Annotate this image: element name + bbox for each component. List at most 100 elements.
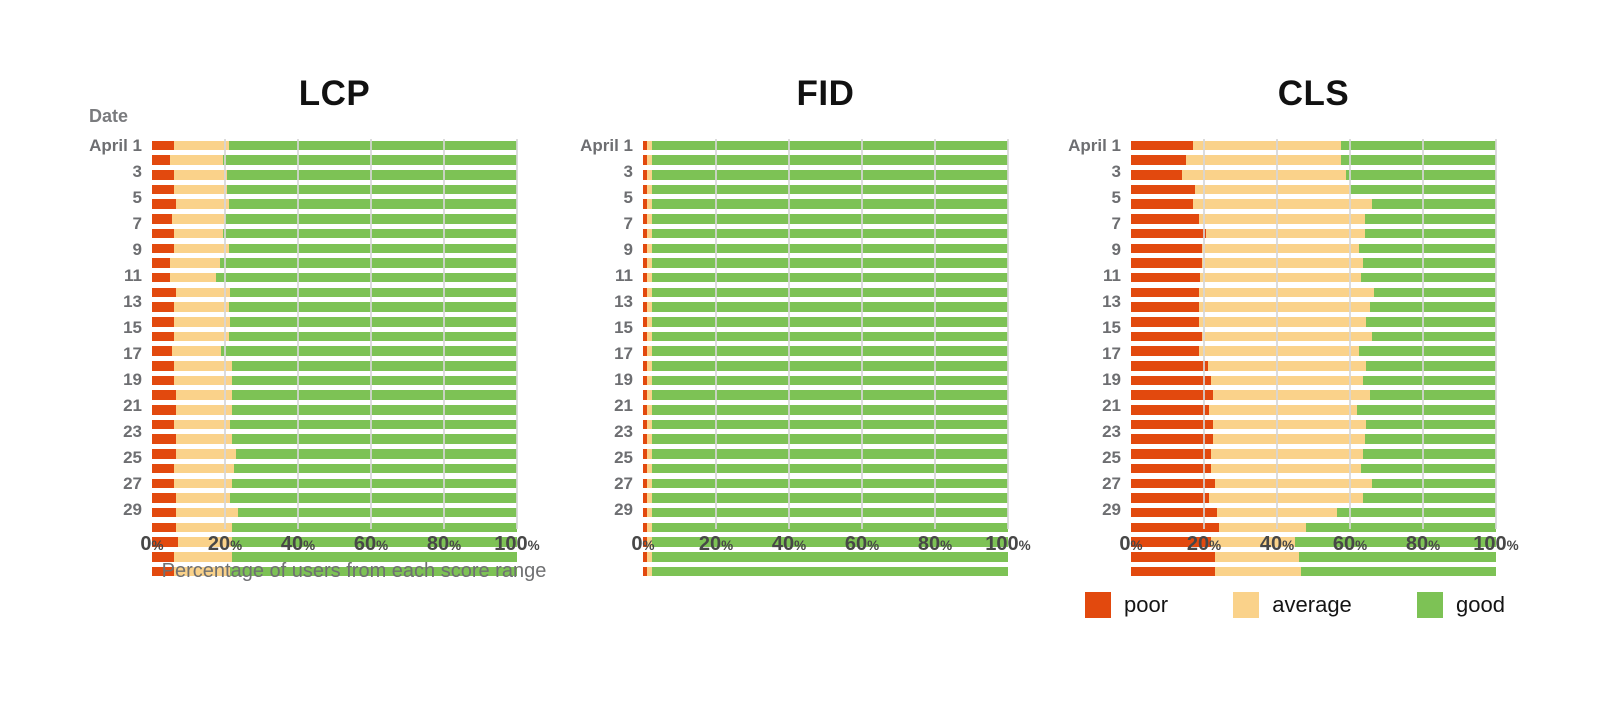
bar-row-april-21	[1131, 434, 1496, 447]
stacked-bar	[1131, 214, 1496, 224]
segment-good	[228, 302, 517, 312]
segment-average	[175, 449, 236, 459]
segment-good	[221, 346, 517, 356]
stacked-bar	[643, 375, 1008, 386]
segment-poor	[643, 272, 647, 283]
segment-good	[232, 522, 517, 533]
segment-average	[1214, 566, 1301, 577]
chart-title-lcp: LCP	[298, 74, 371, 113]
segment-poor	[1131, 316, 1199, 327]
y-tick-label: 5	[132, 187, 142, 207]
stacked-bar	[152, 463, 517, 474]
stacked-bar	[152, 184, 517, 195]
stacked-bar	[643, 243, 1008, 254]
segment-poor	[643, 346, 647, 356]
segment-good	[1364, 228, 1496, 239]
segment-poor	[1131, 199, 1194, 210]
stacked-bar	[1131, 361, 1496, 371]
bar-row-april-19	[1131, 405, 1496, 418]
x-tick-label-80: 80%	[917, 533, 953, 555]
segment-poor	[152, 346, 173, 356]
segment-average	[1213, 419, 1367, 430]
bar-row-april-22	[152, 449, 517, 462]
stacked-bar	[643, 170, 1008, 180]
segment-average	[1209, 493, 1363, 503]
segment-average	[1193, 140, 1341, 151]
bar-row-april-30	[152, 566, 517, 580]
segment-good	[1371, 199, 1496, 210]
segment-average	[1211, 375, 1363, 386]
segment-good	[1364, 434, 1496, 445]
segment-average	[646, 419, 653, 430]
bar-row-april-21	[152, 434, 517, 447]
x-tick-label-0: 0%	[140, 533, 164, 555]
stacked-bar	[1131, 551, 1496, 562]
bar-row-april-29	[152, 551, 517, 565]
segment-average	[175, 507, 238, 518]
stacked-bar	[1131, 272, 1496, 283]
segment-poor	[152, 214, 173, 224]
y-tick-label: 15	[614, 317, 633, 337]
y-tick-label: 19	[1102, 369, 1121, 389]
bar-row-april-18	[1131, 390, 1496, 403]
segment-average	[173, 184, 227, 195]
bar-row-april-1	[152, 140, 517, 154]
chart-lcp: LCP Date April 1 3 5 7 9 11 13 15 17 19 21 23 25 27 29…	[28, 60, 546, 660]
stacked-bar	[1131, 434, 1496, 445]
segment-poor	[643, 258, 647, 268]
chart-cls: CLS April 1 3 5 7 9 11 13 15 17 19 21 23 25 27 29 0% 20…	[1007, 60, 1519, 660]
stacked-bar	[152, 537, 517, 547]
segment-good	[652, 390, 1008, 400]
segment-poor	[152, 258, 171, 268]
segment-good	[652, 272, 1008, 283]
y-tick-label: 25	[1102, 447, 1121, 467]
stacked-bar	[1131, 478, 1496, 489]
y-tick-label: 21	[123, 395, 142, 415]
stacked-bar	[1131, 507, 1496, 518]
segment-poor	[152, 331, 174, 342]
segment-average	[173, 551, 233, 562]
segment-average	[1198, 316, 1367, 327]
segment-good	[1295, 537, 1496, 547]
bar-row-april-1	[643, 140, 1008, 154]
y-tick-label: 7	[132, 213, 142, 233]
segment-good	[1340, 155, 1496, 165]
stacked-bar	[152, 170, 517, 180]
segment-good	[1362, 493, 1496, 503]
segment-average	[1213, 390, 1371, 400]
y-tick-label: 23	[123, 421, 142, 441]
bar-row-april-27	[152, 522, 517, 536]
segment-average	[646, 199, 653, 210]
bar-row-april-16	[152, 361, 517, 374]
segment-average	[173, 243, 229, 254]
segment-poor	[643, 140, 647, 151]
bar-row-april-26	[643, 507, 1008, 521]
segment-average	[173, 228, 224, 239]
bar-row-april-6	[1131, 214, 1496, 227]
segment-good	[1337, 507, 1496, 518]
segment-good	[1360, 463, 1496, 474]
bar-row-april-14	[152, 331, 517, 345]
segment-good	[1359, 346, 1496, 356]
segment-poor	[643, 184, 647, 195]
bar-row-april-23	[1131, 463, 1496, 477]
segment-average	[172, 214, 225, 224]
segment-good	[230, 287, 517, 298]
stacked-bar	[152, 493, 517, 503]
stacked-bar	[152, 140, 517, 151]
gridline-60	[861, 139, 863, 529]
bar-row-april-12	[643, 302, 1008, 315]
gridline-100	[1495, 139, 1497, 529]
x-tick-label-100: 100%	[1473, 533, 1519, 555]
segment-poor	[1131, 243, 1203, 254]
bar-row-april-20	[152, 419, 517, 433]
segment-average	[1211, 463, 1361, 474]
bar-row-april-13	[643, 316, 1008, 330]
stacked-bar	[1131, 199, 1496, 210]
segment-poor	[152, 507, 176, 518]
segment-average	[646, 551, 653, 562]
segment-average	[175, 405, 233, 415]
segment-good	[652, 405, 1008, 415]
segment-good	[652, 419, 1008, 430]
